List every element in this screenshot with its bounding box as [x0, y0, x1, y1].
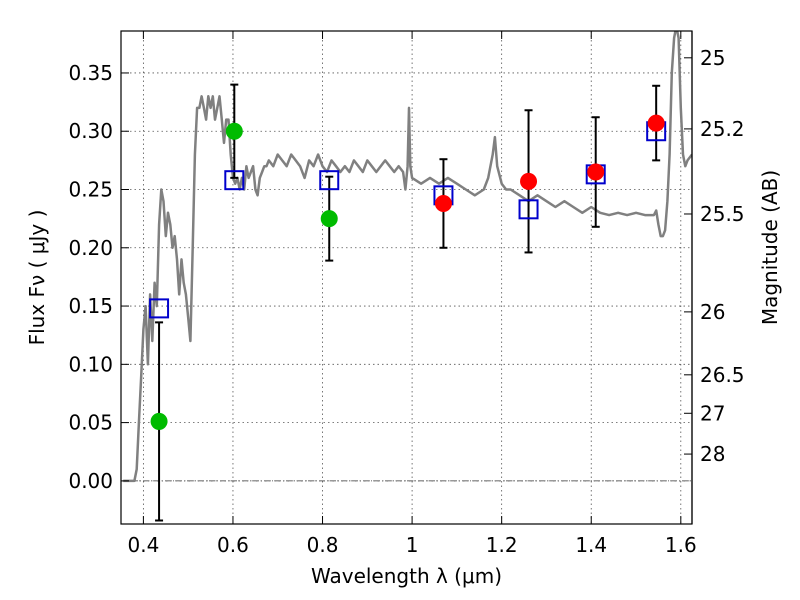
x-tick-label: 1.4 — [575, 533, 607, 557]
x-tick-label: 0.6 — [217, 533, 249, 557]
observed-optical-point — [320, 210, 338, 228]
tick-marks — [121, 31, 692, 524]
y-tick-label: 0.35 — [68, 61, 113, 85]
observed-nir-point — [587, 163, 605, 181]
grid-lines — [121, 31, 692, 524]
right-tick-label: 26 — [700, 300, 725, 324]
model-spectrum-series — [123, 31, 692, 483]
right-tick-label: 25 — [700, 46, 725, 70]
x-tick-label: 0.4 — [127, 533, 159, 557]
observed-optical-point — [150, 412, 168, 430]
data-markers — [149, 83, 667, 522]
x-tick-label: 1.2 — [486, 533, 518, 557]
y-tick-label: 0.10 — [68, 352, 113, 376]
right-tick-label: 28 — [700, 442, 725, 466]
x-tick-label: 1 — [406, 533, 419, 557]
model-flux-square — [518, 199, 539, 220]
right-axis-title: Magnitude (AB) — [758, 170, 782, 325]
observed-optical-point — [225, 122, 243, 140]
model-spectrum-line — [123, 31, 692, 483]
model-flux-square — [224, 170, 245, 191]
y-tick-label: 0.25 — [68, 178, 113, 202]
y-tick-label: 0.05 — [68, 411, 113, 435]
tick-labels: 0.4 0.6 0.8 1 1.2 1.4 1.6 0.00 0.05 0.10 0.15 0.20 0… — [68, 46, 744, 557]
y-tick-label: 0.00 — [68, 469, 113, 493]
y-tick-label: 0.15 — [68, 294, 113, 318]
model-flux-square — [149, 298, 170, 319]
y-tick-label: 0.30 — [68, 119, 113, 143]
x-axis-title: Wavelength λ (μm) — [311, 564, 502, 588]
model-flux-square — [319, 170, 340, 191]
right-tick-label: 26.5 — [700, 363, 745, 387]
observed-nir-point — [434, 194, 452, 212]
y-axis-title: Flux Fν ( μJy ) — [25, 210, 49, 346]
observed-nir-point — [647, 114, 665, 132]
y-tick-label: 0.20 — [68, 236, 113, 260]
right-tick-label: 25.5 — [700, 202, 745, 226]
right-tick-label: 27 — [700, 401, 725, 425]
right-tick-label: 25.2 — [700, 117, 745, 141]
observed-nir-point — [520, 172, 538, 190]
x-tick-label: 0.8 — [307, 533, 339, 557]
x-tick-label: 1.6 — [665, 533, 697, 557]
